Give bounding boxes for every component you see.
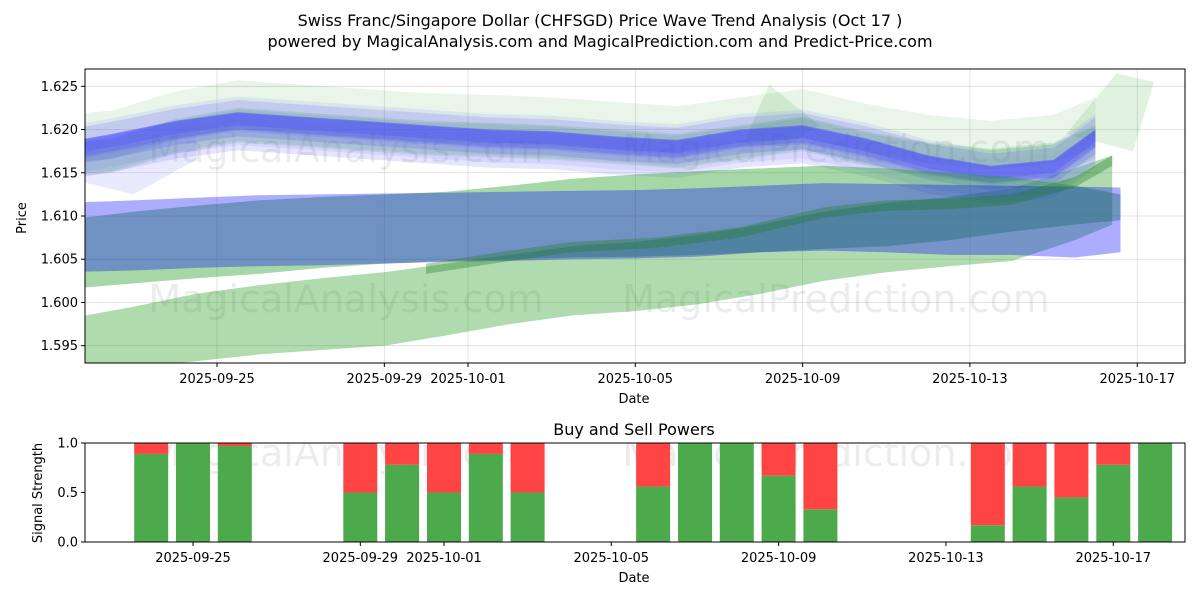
top-y-axis-label: Price bbox=[15, 202, 30, 234]
top-x-tick-label: 2025-10-09 bbox=[765, 372, 841, 387]
bottom-chart-title: Buy and Sell Powers bbox=[553, 420, 715, 439]
top-x-tick-label: 2025-10-13 bbox=[932, 372, 1008, 387]
watermark-text: MagicalPrediction.com bbox=[622, 127, 1050, 171]
top-y-tick-label: 1.605 bbox=[41, 253, 78, 268]
chart-subtitle: powered by MagicalAnalysis.com and Magic… bbox=[267, 32, 932, 51]
buy-bar bbox=[636, 486, 671, 542]
top-x-tick-label: 2025-10-05 bbox=[598, 372, 674, 387]
blue-ribbon-layer bbox=[85, 112, 1096, 191]
buy-bar bbox=[803, 509, 838, 542]
bottom-x-tick-label: 2025-10-05 bbox=[574, 551, 650, 566]
bottom-y-tick-label: 0.0 bbox=[57, 536, 78, 551]
bottom-x-tick-label: 2025-10-01 bbox=[406, 551, 482, 566]
buy-bar bbox=[1054, 497, 1089, 542]
green-spike-mid bbox=[744, 84, 820, 147]
bottom-y-tick-label: 0.5 bbox=[57, 486, 78, 501]
sell-bar bbox=[134, 443, 169, 454]
blue-band-main bbox=[85, 183, 1121, 272]
top-y-tick-label: 1.600 bbox=[41, 296, 78, 311]
green-ribbon-layer bbox=[85, 107, 1096, 170]
top-plot-area: MagicalAnalysis.com MagicalPrediction.com… bbox=[85, 73, 1154, 363]
sell-bar bbox=[636, 443, 671, 487]
blue-ribbon-layer bbox=[85, 113, 1096, 179]
top-x-tick-label: 2025-10-17 bbox=[1099, 372, 1175, 387]
sell-bar bbox=[468, 443, 503, 454]
buy-bar bbox=[1012, 486, 1047, 542]
sell-bar bbox=[343, 443, 378, 493]
watermark-text: MagicalAnalysis.com bbox=[148, 127, 543, 171]
buy-bar bbox=[678, 443, 712, 542]
buy-bar bbox=[970, 525, 1005, 542]
blue-wisp-left bbox=[85, 131, 197, 195]
blue-ribbon-layer bbox=[85, 96, 1096, 199]
sell-bar bbox=[1096, 443, 1131, 465]
sell-bar bbox=[1054, 443, 1089, 498]
green-ribbon-layer bbox=[85, 109, 1096, 182]
sell-bar bbox=[761, 443, 796, 476]
bottom-x-tick-label: 2025-09-29 bbox=[323, 551, 399, 566]
buy-bar bbox=[1138, 443, 1173, 542]
bottom-x-axis-label: Date bbox=[618, 571, 649, 586]
watermark-text: MagicalAnalysis.com bbox=[148, 277, 543, 321]
sell-bar bbox=[803, 443, 838, 510]
sell-bar bbox=[1012, 443, 1047, 487]
blue-ribbon-layer bbox=[85, 112, 1096, 204]
price-panel: MagicalAnalysis.com MagicalPrediction.com… bbox=[41, 68, 1186, 387]
buy-bar bbox=[510, 492, 545, 542]
chart-title: Swiss Franc/Singapore Dollar (CHFSGD) Pr… bbox=[298, 11, 903, 30]
buy-bar bbox=[1096, 464, 1131, 542]
bottom-y-tick-label: 1.0 bbox=[57, 437, 78, 452]
bottom-x-tick-label: 2025-10-13 bbox=[908, 551, 984, 566]
buy-bar bbox=[343, 492, 378, 542]
buy-bar bbox=[427, 492, 461, 542]
watermark-text: MagicalPrediction.com bbox=[622, 277, 1050, 321]
top-y-tick-label: 1.620 bbox=[41, 123, 78, 138]
green-spike-end bbox=[1066, 73, 1154, 152]
buy-bar bbox=[217, 446, 252, 542]
buy-bar bbox=[385, 464, 420, 542]
blue-ribbon-layer bbox=[85, 100, 1096, 185]
buy-bar bbox=[134, 453, 169, 542]
top-y-tick-label: 1.595 bbox=[41, 339, 78, 354]
sell-bar bbox=[970, 443, 1005, 526]
signal-panel: MagicalAnalysis.comMagicalPrediction.com… bbox=[57, 437, 1186, 566]
green-band-lower bbox=[85, 155, 1113, 363]
green-ribbon-layer bbox=[85, 80, 1096, 159]
top-x-tick-label: 2025-09-25 bbox=[179, 372, 255, 387]
top-y-tick-label: 1.610 bbox=[41, 210, 78, 225]
top-y-tick-label: 1.625 bbox=[41, 80, 78, 95]
buy-bar bbox=[176, 443, 210, 542]
top-x-axis-label: Date bbox=[618, 392, 649, 407]
sell-bar bbox=[385, 443, 420, 465]
green-trend-band bbox=[426, 155, 1113, 274]
sell-bar bbox=[427, 443, 461, 493]
bottom-x-tick-label: 2025-10-09 bbox=[741, 551, 817, 566]
buy-bar bbox=[719, 443, 754, 542]
sell-bar bbox=[510, 443, 545, 493]
bottom-x-tick-label: 2025-09-25 bbox=[155, 551, 231, 566]
top-x-tick-label: 2025-10-01 bbox=[430, 372, 506, 387]
bottom-y-axis-label: Signal Strength bbox=[31, 443, 46, 543]
buy-bar bbox=[468, 453, 503, 542]
top-x-tick-label: 2025-09-29 bbox=[347, 372, 423, 387]
bottom-x-tick-label: 2025-10-17 bbox=[1075, 551, 1151, 566]
buy-bar bbox=[761, 475, 796, 542]
sell-bar bbox=[217, 443, 252, 446]
green-ribbon-layer bbox=[85, 118, 1096, 184]
green-band-middle bbox=[85, 165, 1121, 288]
top-y-tick-label: 1.615 bbox=[41, 166, 78, 181]
blue-ribbon-layer bbox=[85, 112, 1096, 184]
